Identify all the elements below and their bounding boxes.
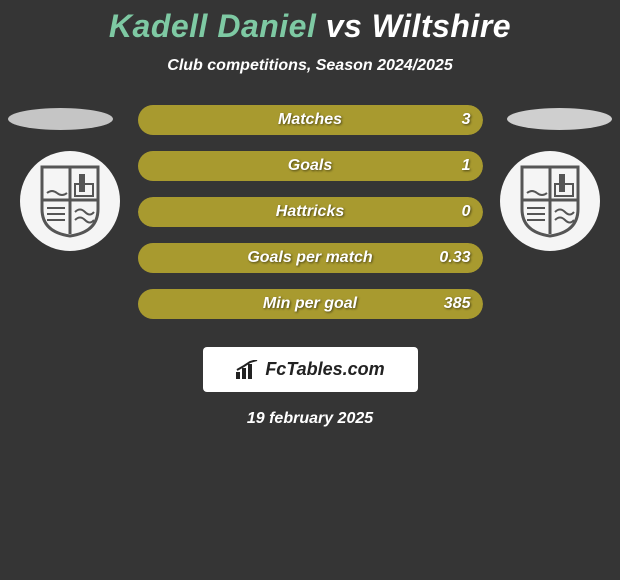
player-photo-placeholder-left bbox=[8, 108, 113, 130]
stat-value-right: 1 bbox=[462, 157, 471, 175]
stat-rows: Matches 3 Goals 1 Hattricks 0 Goals per match 0… bbox=[138, 105, 483, 319]
stat-value-right: 0.33 bbox=[439, 249, 470, 267]
club-badge-left bbox=[20, 151, 120, 251]
stat-row: Goals per match 0.33 bbox=[138, 243, 483, 273]
subtitle: Club competitions, Season 2024/2025 bbox=[0, 57, 620, 75]
title-separator: vs bbox=[326, 8, 363, 44]
player-right-name: Wiltshire bbox=[372, 8, 511, 44]
stat-label: Matches bbox=[278, 111, 342, 129]
stat-value-right: 385 bbox=[444, 295, 471, 313]
shield-icon bbox=[39, 164, 101, 238]
stat-value-right: 0 bbox=[462, 203, 471, 221]
stat-label: Min per goal bbox=[263, 295, 357, 313]
comparison-title: Kadell Daniel vs Wiltshire bbox=[0, 0, 620, 45]
stat-label: Goals bbox=[288, 157, 332, 175]
player-left-name: Kadell Daniel bbox=[109, 8, 316, 44]
stat-row: Min per goal 385 bbox=[138, 289, 483, 319]
branding-badge: FcTables.com bbox=[203, 347, 418, 392]
stat-value-right: 3 bbox=[462, 111, 471, 129]
stat-label: Hattricks bbox=[276, 203, 344, 221]
club-badge-right bbox=[500, 151, 600, 251]
chart-bars-icon bbox=[235, 360, 259, 380]
stats-area: Matches 3 Goals 1 Hattricks 0 Goals per match 0… bbox=[0, 105, 620, 319]
stat-label: Goals per match bbox=[247, 249, 372, 267]
stat-row: Goals 1 bbox=[138, 151, 483, 181]
shield-icon bbox=[519, 164, 581, 238]
stat-row: Matches 3 bbox=[138, 105, 483, 135]
branding-text: FcTables.com bbox=[265, 359, 384, 380]
snapshot-date: 19 february 2025 bbox=[0, 410, 620, 428]
player-photo-placeholder-right bbox=[507, 108, 612, 130]
stat-row: Hattricks 0 bbox=[138, 197, 483, 227]
